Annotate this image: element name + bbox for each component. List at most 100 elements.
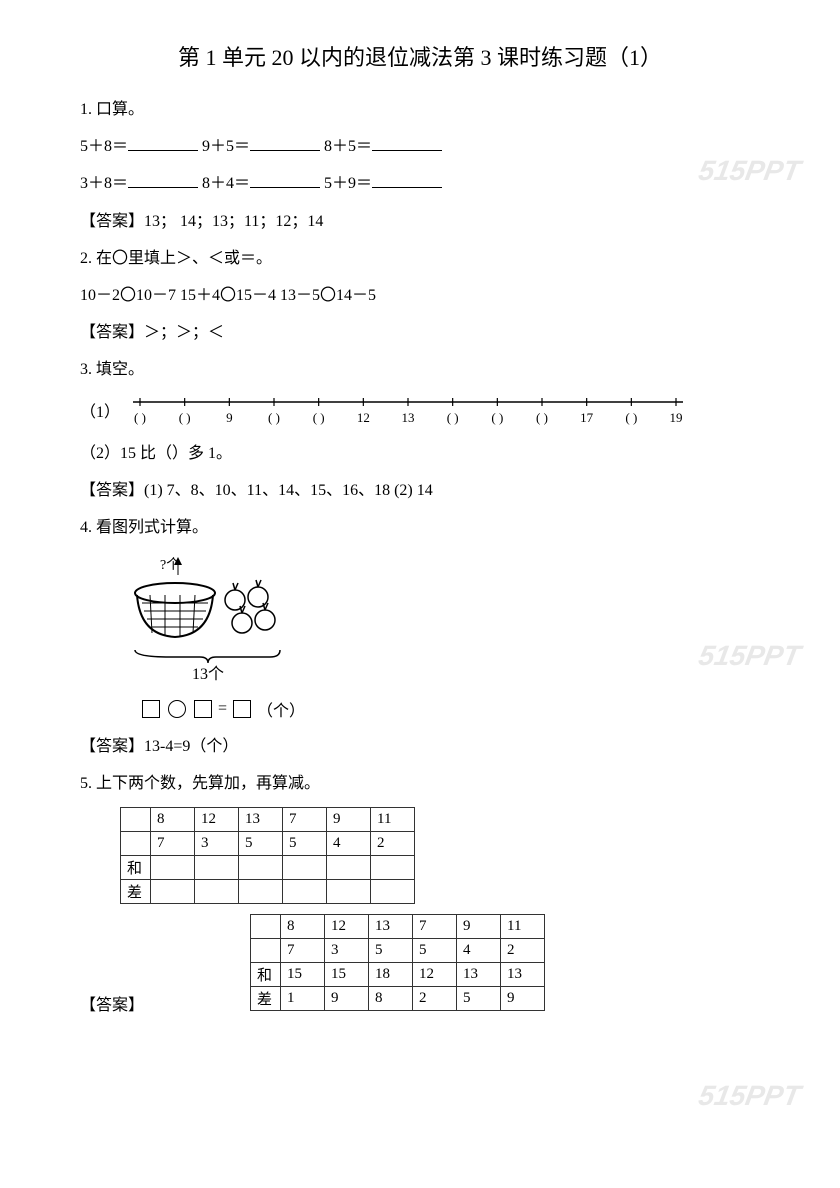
table-cell: 9 xyxy=(327,808,371,832)
table-cell: 7 xyxy=(283,808,327,832)
table-cell xyxy=(151,880,195,904)
table-cell: 5 xyxy=(239,832,283,856)
table-cell: 5 xyxy=(413,939,457,963)
table-cell: 12 xyxy=(195,808,239,832)
table-cell xyxy=(327,880,371,904)
svg-text:( ): ( ) xyxy=(625,410,637,425)
q3-answer: 【答案】(1) 7、8、10、11、14、15、16、18 (2) 14 xyxy=(80,473,760,508)
q1-answer: 【答案】13； 14；13；11；12；14 xyxy=(80,204,760,239)
table-cell: 9 xyxy=(457,915,501,939)
q2-label: 2. 在〇里填上＞、＜或＝。 xyxy=(80,241,760,276)
q5-answer-wrap: 【答案】 812137911735542和151518121313差198259 xyxy=(80,914,760,1021)
q5-label: 5. 上下两个数，先算加，再算减。 xyxy=(80,766,760,801)
table-cell: 和 xyxy=(121,856,151,880)
table-cell: 8 xyxy=(369,987,413,1011)
table-cell: 2 xyxy=(413,987,457,1011)
table-cell: 18 xyxy=(369,963,413,987)
numberline-svg: ( )( )9( )( )1213( )( )( )17( )19 xyxy=(128,392,760,428)
svg-text:( ): ( ) xyxy=(536,410,548,425)
svg-text:( ): ( ) xyxy=(313,410,325,425)
q2-answer: 【答案】＞；＞；＜ xyxy=(80,315,760,350)
q3-label: 3. 填空。 xyxy=(80,352,760,387)
q4-equation: = （个） xyxy=(140,697,760,721)
table-cell xyxy=(283,856,327,880)
table-cell: 和 xyxy=(251,963,281,987)
q5-table2: 812137911735542和151518121313差198259 xyxy=(250,914,545,1011)
q4-figure: ?个 13个 xyxy=(120,555,760,685)
total-label: 13个 xyxy=(192,665,224,683)
table-cell: 13 xyxy=(369,915,413,939)
blank-field[interactable] xyxy=(250,133,320,151)
q4-answer: 【答案】13-4=9（个） xyxy=(80,729,760,764)
q2-expr: 10－2〇10－7 15＋4〇15－4 13－5〇14－5 xyxy=(80,278,760,313)
q4-label: 4. 看图列式计算。 xyxy=(80,510,760,545)
table-cell xyxy=(239,856,283,880)
blank-field[interactable] xyxy=(372,170,442,188)
equation-box[interactable] xyxy=(142,700,160,718)
table-cell xyxy=(327,856,371,880)
table-cell: 差 xyxy=(251,987,281,1011)
watermark: 515PPT xyxy=(696,1080,803,1112)
table-cell: 3 xyxy=(195,832,239,856)
svg-text:19: 19 xyxy=(670,410,683,425)
table-cell xyxy=(251,915,281,939)
basket-svg: ?个 13个 xyxy=(120,555,320,685)
q1-label: 1. 口算。 xyxy=(80,92,760,127)
table-cell: 15 xyxy=(325,963,369,987)
table-cell: 13 xyxy=(501,963,545,987)
table-cell: 11 xyxy=(501,915,545,939)
equation-box[interactable] xyxy=(194,700,212,718)
table-cell: 7 xyxy=(151,832,195,856)
q1-row1: 5＋8＝ 9＋5＝ 8＋5＝ xyxy=(80,129,760,164)
table-cell: 5 xyxy=(369,939,413,963)
eq-tail: （个） xyxy=(257,703,305,720)
table-cell: 差 xyxy=(121,880,151,904)
table-cell xyxy=(121,808,151,832)
table-cell: 13 xyxy=(457,963,501,987)
q1-expr: 5＋9＝ xyxy=(324,175,372,192)
q1-expr: 5＋8＝ xyxy=(80,138,128,155)
table-cell: 9 xyxy=(325,987,369,1011)
table-cell: 3 xyxy=(325,939,369,963)
equation-box[interactable] xyxy=(233,700,251,718)
q1-expr: 3＋8＝ xyxy=(80,175,128,192)
q3-sub2: （2）15 比（）多 1。 xyxy=(80,436,760,471)
table-cell: 12 xyxy=(413,963,457,987)
page-title: 第 1 单元 20 以内的退位减法第 3 课时练习题（1） xyxy=(80,40,760,72)
table-cell: 15 xyxy=(281,963,325,987)
table-cell xyxy=(283,880,327,904)
svg-text:17: 17 xyxy=(580,410,594,425)
q1-expr: 9＋5＝ xyxy=(202,138,250,155)
table-cell: 1 xyxy=(281,987,325,1011)
q1-expr: 8＋5＝ xyxy=(324,138,372,155)
q1-row2: 3＋8＝ 8＋4＝ 5＋9＝ xyxy=(80,166,760,201)
svg-text:( ): ( ) xyxy=(491,410,503,425)
table-cell: 7 xyxy=(281,939,325,963)
table-cell: 2 xyxy=(501,939,545,963)
q1-expr: 8＋4＝ xyxy=(202,175,250,192)
table-cell xyxy=(195,880,239,904)
table-cell: 8 xyxy=(151,808,195,832)
blank-field[interactable] xyxy=(128,170,198,188)
table-cell: 11 xyxy=(371,808,415,832)
table-cell xyxy=(371,880,415,904)
q5-table1: 812137911735542和差 xyxy=(120,807,415,904)
svg-text:( ): ( ) xyxy=(134,410,146,425)
q3-numberline: （1） ( )( )9( )( )1213( )( )( )17( )19 xyxy=(80,392,760,428)
blank-field[interactable] xyxy=(128,133,198,151)
table-cell xyxy=(151,856,195,880)
svg-text:12: 12 xyxy=(357,410,370,425)
table-cell xyxy=(371,856,415,880)
table-cell: 5 xyxy=(283,832,327,856)
q5-table1-wrap: 812137911735542和差 xyxy=(120,807,760,904)
svg-text:( ): ( ) xyxy=(179,410,191,425)
equation-operator[interactable] xyxy=(168,700,186,718)
table-cell xyxy=(239,880,283,904)
svg-text:( ): ( ) xyxy=(268,410,280,425)
blank-field[interactable] xyxy=(372,133,442,151)
q5-answer-label: 【答案】 xyxy=(80,991,144,1021)
table-cell: 9 xyxy=(501,987,545,1011)
table-cell: 13 xyxy=(239,808,283,832)
blank-field[interactable] xyxy=(250,170,320,188)
table-cell: 12 xyxy=(325,915,369,939)
